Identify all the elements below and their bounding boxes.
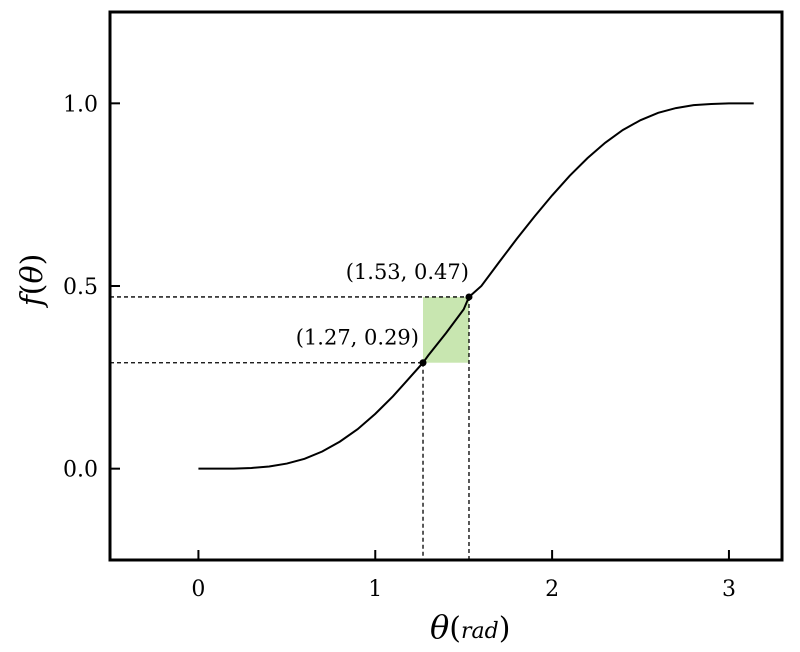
y-tick-label-2: 1.0 [63,92,98,117]
point-marker-1 [465,293,473,301]
x-tick-label-2: 2 [545,577,559,602]
point-label-0: (1.27, 0.29) [296,326,419,350]
x-axis-title-symbol: θ [430,608,449,646]
y-axis-ticks: 0.0 0.5 1.0 [63,92,120,483]
x-axis-title-unit: rad [461,619,499,644]
x-axis-ticks: 0 1 2 3 [191,550,736,602]
x-tick-label-0: 0 [191,577,205,602]
point-marker-0 [419,359,427,367]
point-label-1: (1.53, 0.47) [346,260,469,284]
x-tick-label-1: 1 [368,577,382,602]
annotated-points: (1.27, 0.29) (1.53, 0.47) [296,260,473,367]
guide-lines [110,296,470,560]
x-axis-title: θ(rad) [430,608,510,646]
y-tick-label-1: 0.5 [63,275,98,300]
y-axis-title-symbol: θ [15,265,50,283]
y-axis-title: f(θ) [15,254,50,309]
y-tick-label-0: 0.0 [63,458,98,483]
x-tick-label-3: 3 [722,577,736,602]
